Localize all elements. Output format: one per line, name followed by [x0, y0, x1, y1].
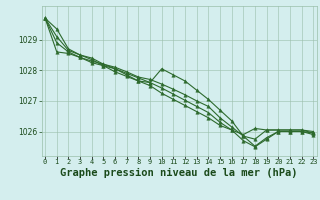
- X-axis label: Graphe pression niveau de la mer (hPa): Graphe pression niveau de la mer (hPa): [60, 168, 298, 178]
